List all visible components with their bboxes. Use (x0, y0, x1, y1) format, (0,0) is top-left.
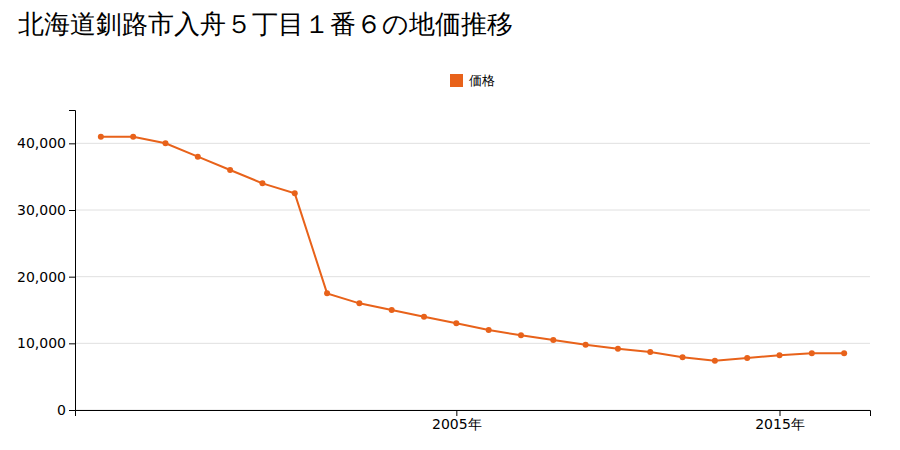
tick-label: 40,000 (17, 135, 66, 151)
tick: 2005年 (432, 410, 482, 432)
marker (615, 346, 621, 352)
grid (75, 143, 870, 410)
tick-label: 2005年 (432, 416, 482, 432)
marker (98, 134, 104, 140)
tick-label: 20,000 (17, 269, 66, 285)
tick: 40,000 (17, 135, 75, 151)
tick: 10,000 (17, 335, 75, 351)
tick: 30,000 (17, 202, 75, 218)
grid-line (75, 343, 870, 344)
legend: 価格 (450, 73, 495, 88)
marker (550, 337, 556, 343)
axis-line (69, 111, 76, 411)
marker (712, 358, 718, 364)
marker (744, 355, 750, 361)
marker (292, 190, 298, 196)
legend-swatch (450, 74, 463, 87)
chart: 北海道釧路市入舟５丁目１番６の地価推移 2005年 2015年 0 10,000 20,0… (0, 0, 900, 450)
tick-label: 0 (57, 402, 66, 418)
plot-area: 2005年 2015年 0 10,000 20,000 30,000 40,000 (17, 111, 871, 432)
title: 北海道釧路市入舟５丁目１番６の地価推移 (18, 9, 513, 39)
tick: 2015年 (755, 410, 805, 432)
tick-label: 30,000 (17, 202, 66, 218)
marker (130, 134, 136, 140)
x-axis: 2005年 2015年 (76, 410, 871, 432)
marker (777, 352, 783, 358)
marker (324, 290, 330, 296)
tick-mark (69, 343, 75, 344)
tick-mark (69, 410, 75, 411)
marks (98, 134, 847, 364)
tick-label: 10,000 (17, 335, 66, 351)
marker (259, 180, 265, 186)
marker (453, 320, 459, 326)
marker (486, 327, 492, 333)
marker (518, 332, 524, 338)
marker (647, 349, 653, 355)
marker (841, 350, 847, 356)
tick-mark (69, 210, 75, 211)
tick-label: 2015年 (755, 416, 805, 432)
legend-label: 価格 (469, 73, 495, 88)
grid-line (75, 276, 870, 277)
marker (583, 342, 589, 348)
tick: 0 (57, 402, 75, 418)
marker (680, 354, 686, 360)
marker (227, 167, 233, 173)
marker (421, 314, 427, 320)
tick-mark (69, 143, 75, 144)
grid-line (75, 210, 870, 211)
marker (356, 300, 362, 306)
marker (809, 350, 815, 356)
grid-line (75, 143, 870, 144)
tick: 20,000 (17, 269, 75, 285)
y-axis: 0 10,000 20,000 30,000 40,000 (17, 111, 76, 418)
marker (162, 140, 168, 146)
marker (389, 307, 395, 313)
line (101, 137, 844, 361)
tick-mark (69, 277, 75, 278)
legend-item: 価格 (450, 73, 495, 88)
marker (195, 154, 201, 160)
